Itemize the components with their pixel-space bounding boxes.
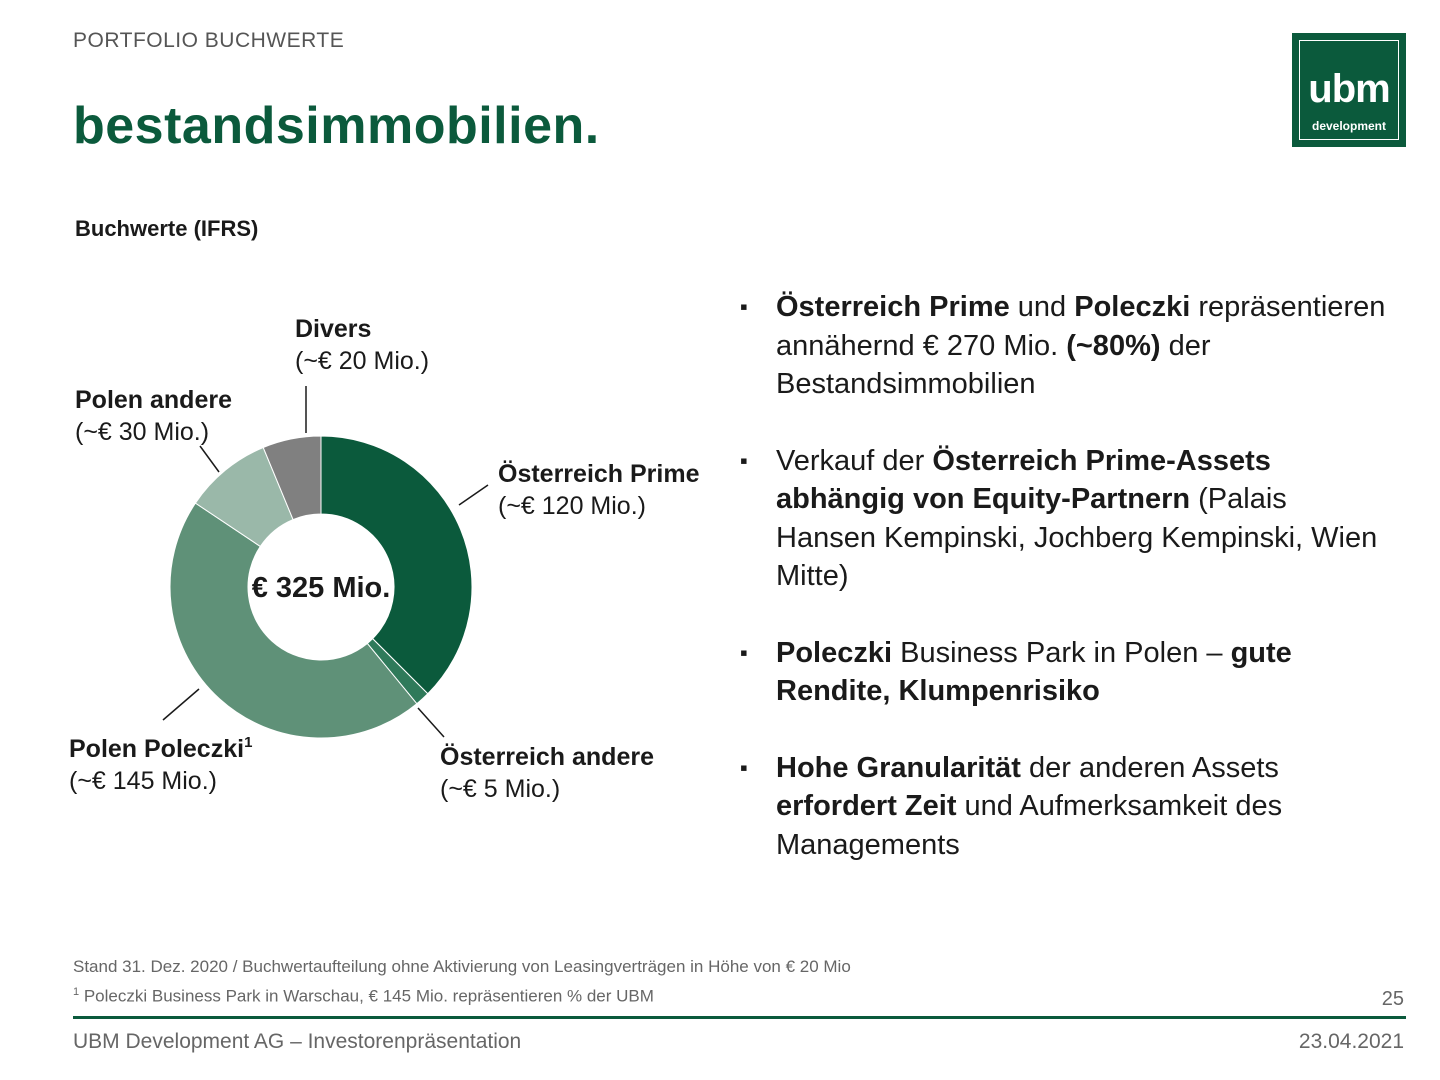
footnote-poleczki: 1 Poleczki Business Park in Warschau, € … bbox=[73, 986, 654, 1007]
footer-divider bbox=[73, 1016, 1406, 1019]
footer-company: UBM Development AG – Investorenpräsentat… bbox=[73, 1030, 522, 1053]
key-points-list: Österreich Prime und Poleczki repräsenti… bbox=[740, 288, 1390, 902]
slice-labels: Österreich Prime (~€ 120 Mio.) Österreich … bbox=[69, 315, 700, 803]
key-point-text: der Bestandsimmobilien bbox=[776, 329, 1211, 401]
key-point-emphasis: (~80%) bbox=[1066, 329, 1161, 362]
footer-date: 23.04.2021 bbox=[1298, 1030, 1404, 1053]
donut-slice bbox=[320, 435, 473, 695]
slice-value-label: (~€ 145 Mio.) bbox=[69, 767, 217, 795]
leader-line bbox=[162, 688, 200, 721]
page-number: 25 bbox=[1381, 988, 1404, 1010]
leader-line bbox=[458, 484, 489, 506]
key-point: Verkauf der Österreich Prime-Assets abhä… bbox=[740, 442, 1390, 596]
slice-value-label: (~€ 30 Mio.) bbox=[75, 418, 209, 446]
leader-line bbox=[417, 707, 445, 738]
key-point-emphasis: Poleczki bbox=[776, 636, 893, 669]
key-point-emphasis: gute Rendite, Klumpenrisiko bbox=[776, 636, 1292, 708]
donut-slices bbox=[169, 435, 473, 739]
ubm-logo: ubm development bbox=[1292, 33, 1406, 147]
slice-name-label: Österreich Prime bbox=[498, 459, 700, 488]
key-point-emphasis: Poleczki bbox=[1074, 291, 1191, 323]
key-point-text: repräsentieren annähernd € 270 Mio. bbox=[776, 291, 1386, 362]
footnote-text: Poleczki Business Park in Warschau, € 14… bbox=[79, 986, 654, 1006]
key-point-emphasis: Österreich Prime bbox=[776, 291, 1010, 323]
footnote-mark: 1 bbox=[73, 986, 80, 998]
slice-value-label: (~€ 20 Mio.) bbox=[295, 347, 429, 375]
donut-chart: Österreich Prime (~€ 120 Mio.) Österreich … bbox=[69, 315, 700, 803]
donut-center-label: € 325 Mio. bbox=[252, 572, 391, 604]
key-point-text: der anderen Assets bbox=[1020, 751, 1279, 784]
chart-subtitle: Buchwerte (IFRS) bbox=[75, 216, 259, 241]
key-point-emphasis: Hohe Granularität bbox=[776, 751, 1021, 784]
footnote-status: Stand 31. Dez. 2020 / Buchwertaufteilung… bbox=[73, 957, 851, 976]
page-title: bestandsimmobilien. bbox=[73, 97, 600, 155]
key-point: Hohe Granularität der anderen Assets erf… bbox=[740, 749, 1390, 865]
slice-name-label: Polen Poleczki1 bbox=[69, 734, 252, 763]
section-eyebrow: PORTFOLIO BUCHWERTE bbox=[73, 29, 345, 52]
key-point-text: Verkauf der bbox=[776, 444, 933, 477]
slice-name-label: Polen andere bbox=[75, 386, 232, 414]
donut-slice bbox=[169, 502, 418, 739]
key-point: Österreich Prime und Poleczki repräsenti… bbox=[740, 288, 1390, 404]
key-point-text: (Palais Hansen Kempinski, Jochberg Kempi… bbox=[776, 483, 1378, 592]
slice-footnote-mark: 1 bbox=[244, 734, 252, 751]
leader-line bbox=[199, 445, 220, 473]
key-point-text: und Aufmerksamkeit des Managements bbox=[776, 790, 1283, 861]
slice-name-label: Österreich andere bbox=[440, 742, 654, 771]
slice-value-label: (~€ 5 Mio.) bbox=[440, 775, 560, 803]
slice-name-label: Divers bbox=[295, 315, 371, 343]
donut-slice bbox=[262, 435, 322, 521]
key-point-emphasis: erfordert Zeit bbox=[776, 790, 957, 822]
key-point-emphasis: Österreich Prime-Assets abhängig von Equ… bbox=[776, 444, 1271, 516]
logo-frame bbox=[1299, 40, 1399, 140]
leader-lines bbox=[162, 386, 489, 738]
key-point-text: Business Park in Polen – bbox=[892, 636, 1231, 669]
key-point: Poleczki Business Park in Polen – gute R… bbox=[740, 634, 1390, 711]
slice-value-label: (~€ 120 Mio.) bbox=[498, 492, 646, 520]
logo-subtext: development bbox=[1311, 119, 1386, 133]
key-point-text: und bbox=[1009, 291, 1075, 323]
logo-wordmark: ubm bbox=[1308, 67, 1390, 111]
